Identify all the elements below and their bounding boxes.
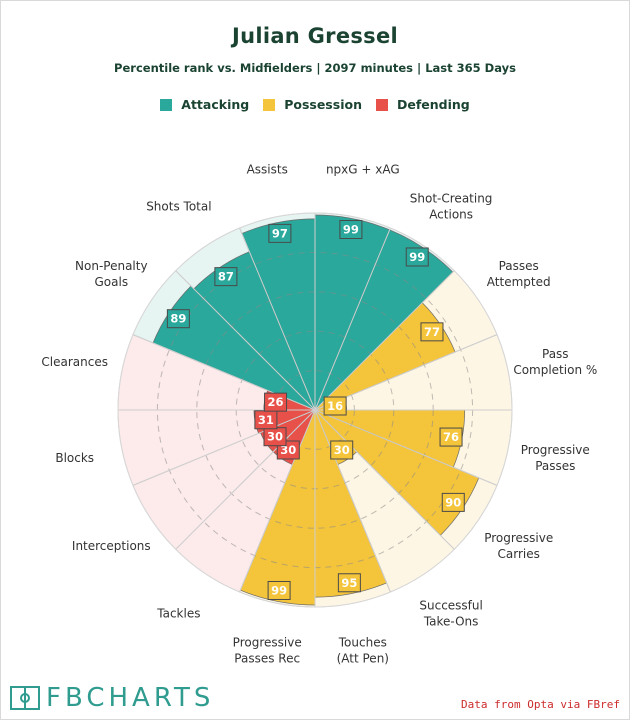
value-label-assists: 97: [268, 223, 292, 243]
value-label-text: 77: [424, 325, 440, 339]
value-label-text: 31: [258, 413, 274, 427]
value-label-text: 30: [280, 443, 296, 457]
category-label-non-penalty-goals: Non-Penalty Goals: [75, 259, 148, 289]
value-label-box: [405, 247, 429, 267]
value-label-shots-total: 87: [214, 267, 238, 287]
spoke: [175, 409, 316, 550]
value-label-text: 90: [445, 495, 461, 509]
value-label-blocks: 31: [254, 410, 278, 430]
legend-label-defending: Defending: [396, 97, 470, 112]
value-label-progressive-passes-rec: 99: [267, 580, 291, 600]
value-label-pass-completion: 16: [323, 396, 347, 416]
legend-label-attacking: Attacking: [181, 97, 250, 112]
category-label-shots-total: Shots Total: [146, 199, 211, 213]
value-label-text: 87: [218, 270, 234, 284]
value-label-box: [323, 396, 347, 416]
value-label-text: 30: [334, 443, 350, 457]
value-label-box: [339, 220, 363, 240]
value-label-box: [330, 440, 354, 460]
value-label-box: [337, 573, 361, 593]
spoke: [314, 409, 455, 550]
pitch-icon: [10, 686, 40, 710]
legend: Attacking Possession Defending: [0, 97, 630, 112]
value-label-box: [268, 223, 292, 243]
spoke: [239, 409, 316, 593]
chart-title: Julian Gressel: [231, 24, 399, 48]
value-label-text: 99: [271, 583, 287, 597]
category-label-clearances: Clearances: [41, 355, 108, 369]
value-label-text: 99: [409, 250, 425, 264]
legend-swatch-possession: [263, 98, 276, 111]
value-label-text: 97: [272, 226, 288, 240]
value-label-clearances: 26: [264, 392, 288, 412]
legend-swatch-defending: [375, 98, 388, 111]
category-label-successful-take-ons: Successful Take-Ons: [419, 599, 482, 629]
value-label-box: [264, 392, 288, 412]
spoke: [175, 270, 316, 411]
value-label-text: 76: [443, 430, 459, 444]
chart-subtitle: Percentile rank vs. Midfielders | 2097 m…: [114, 61, 516, 75]
value-label-text: 16: [327, 399, 343, 413]
category-label-passes-attempted: Passes Attempted: [487, 259, 551, 289]
value-label-successful-take-ons: 30: [330, 440, 354, 460]
brand-name: FBCHARTS: [46, 683, 215, 713]
value-label-passes-attempted: 77: [420, 322, 444, 342]
fbcharts-logo: FBCHARTS: [10, 683, 214, 713]
value-label-npxg-xag: 99: [339, 220, 363, 240]
category-label-progressive-passes-rec: Progressive Passes Rec: [233, 635, 302, 665]
value-label-box: [267, 580, 291, 600]
legend-item-possession[interactable]: Possession: [263, 97, 362, 112]
spoke: [314, 409, 391, 593]
category-label-progressive-passes: Progressive Passes: [521, 443, 590, 473]
legend-swatch-attacking: [160, 98, 173, 111]
value-label-text: 89: [170, 312, 186, 326]
category-label-assists: Assists: [247, 163, 288, 177]
value-label-shot-creating-actions: 99: [405, 247, 429, 267]
category-label-touches-att-pen: Touches (Att Pen): [337, 635, 389, 665]
category-label-shot-creating-actions: Shot-Creating Actions: [410, 191, 493, 221]
value-label-text: 26: [268, 395, 284, 409]
category-label-tackles: Tackles: [156, 607, 200, 621]
data-source: Data from Opta via FBref: [461, 698, 620, 711]
spoke: [314, 409, 498, 486]
value-label-progressive-carries: 90: [441, 492, 465, 512]
spoke: [132, 409, 316, 486]
category-label-pass-completion: Pass Completion %: [513, 347, 597, 377]
value-label-touches-att-pen: 95: [337, 573, 361, 593]
legend-item-defending[interactable]: Defending: [375, 97, 470, 112]
spoke: [314, 270, 455, 411]
value-label-text: 99: [343, 223, 359, 237]
value-label-progressive-passes: 76: [439, 427, 463, 447]
value-label-box: [166, 309, 190, 329]
spoke: [239, 227, 316, 411]
value-label-non-penalty-goals: 89: [166, 309, 190, 329]
value-label-text: 95: [341, 576, 357, 590]
category-label-interceptions: Interceptions: [72, 539, 151, 553]
value-label-interceptions: 30: [263, 427, 287, 447]
category-label-progressive-carries: Progressive Carries: [484, 531, 553, 561]
category-label-blocks: Blocks: [55, 451, 94, 465]
category-label-npxg-xag: npxG + xAG: [326, 163, 400, 177]
legend-item-attacking[interactable]: Attacking: [160, 97, 249, 112]
value-label-box: [441, 492, 465, 512]
legend-label-possession: Possession: [284, 97, 362, 112]
value-label-box: [439, 427, 463, 447]
value-label-box: [420, 322, 444, 342]
value-label-text: 30: [267, 430, 283, 444]
value-label-box: [214, 267, 238, 287]
spoke: [314, 227, 391, 411]
